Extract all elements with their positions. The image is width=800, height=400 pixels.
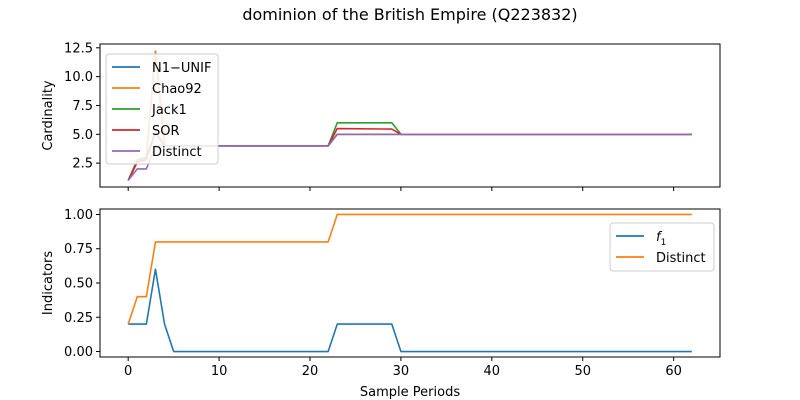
cardinality-legend: N1−UNIF Chao92 Jack1 SOR Distinct bbox=[105, 53, 219, 165]
y-tick-label: 2.5 bbox=[72, 157, 93, 172]
y-tick-label: 5.0 bbox=[72, 128, 93, 143]
indicators-xlabel: Sample Periods bbox=[360, 385, 460, 400]
indicators-legend: f1 Distinct bbox=[609, 222, 715, 272]
x-tick-label: 40 bbox=[484, 364, 501, 379]
legend-frame bbox=[105, 53, 219, 165]
legend-label: N1−UNIF bbox=[152, 61, 211, 76]
y-tick-label: 10.0 bbox=[64, 70, 93, 85]
y-tick-label: 0.25 bbox=[64, 311, 93, 326]
y-tick-label: 1.00 bbox=[64, 208, 93, 223]
x-tick-label: 50 bbox=[574, 364, 591, 379]
x-tick-label: 20 bbox=[302, 364, 319, 379]
cardinality-axes-frame bbox=[99, 43, 721, 188]
series-line-1-0 bbox=[128, 268, 692, 353]
figure-title: dominion of the British Empire (Q223832) bbox=[242, 5, 577, 24]
x-tick-label: 60 bbox=[665, 364, 682, 379]
cardinality-axes: 2.5 5.0 7.5 10.0 12.5 Cardinality N1−UNIF Cha… bbox=[41, 41, 721, 191]
x-tick-label: 10 bbox=[211, 364, 228, 379]
legend-label: Jack1 bbox=[151, 103, 187, 118]
x-tick-label: 30 bbox=[393, 364, 410, 379]
indicators-axes: 0 10 20 30 40 50 60 0.00 0.25 0.50 0.75 1.00 Indica… bbox=[41, 208, 721, 400]
series-line-1-1 bbox=[127, 213, 692, 325]
y-tick-label: 12.5 bbox=[64, 41, 93, 56]
y-tick-label: 0.00 bbox=[64, 345, 93, 360]
cardinality-ylabel: Cardinality bbox=[41, 80, 56, 151]
legend-label: Chao92 bbox=[152, 82, 202, 97]
legend-label: Distinct bbox=[152, 145, 202, 160]
x-tick-label: 0 bbox=[124, 364, 132, 379]
y-tick-label: 0.50 bbox=[64, 277, 93, 292]
legend-label: SOR bbox=[152, 124, 180, 139]
legend-frame bbox=[609, 222, 715, 272]
legend-label: Distinct bbox=[656, 251, 706, 266]
indicators-ylabel: Indicators bbox=[41, 251, 56, 315]
y-tick-label: 7.5 bbox=[72, 99, 93, 114]
y-tick-label: 0.75 bbox=[64, 242, 93, 257]
legend-label: f1 bbox=[656, 230, 666, 248]
